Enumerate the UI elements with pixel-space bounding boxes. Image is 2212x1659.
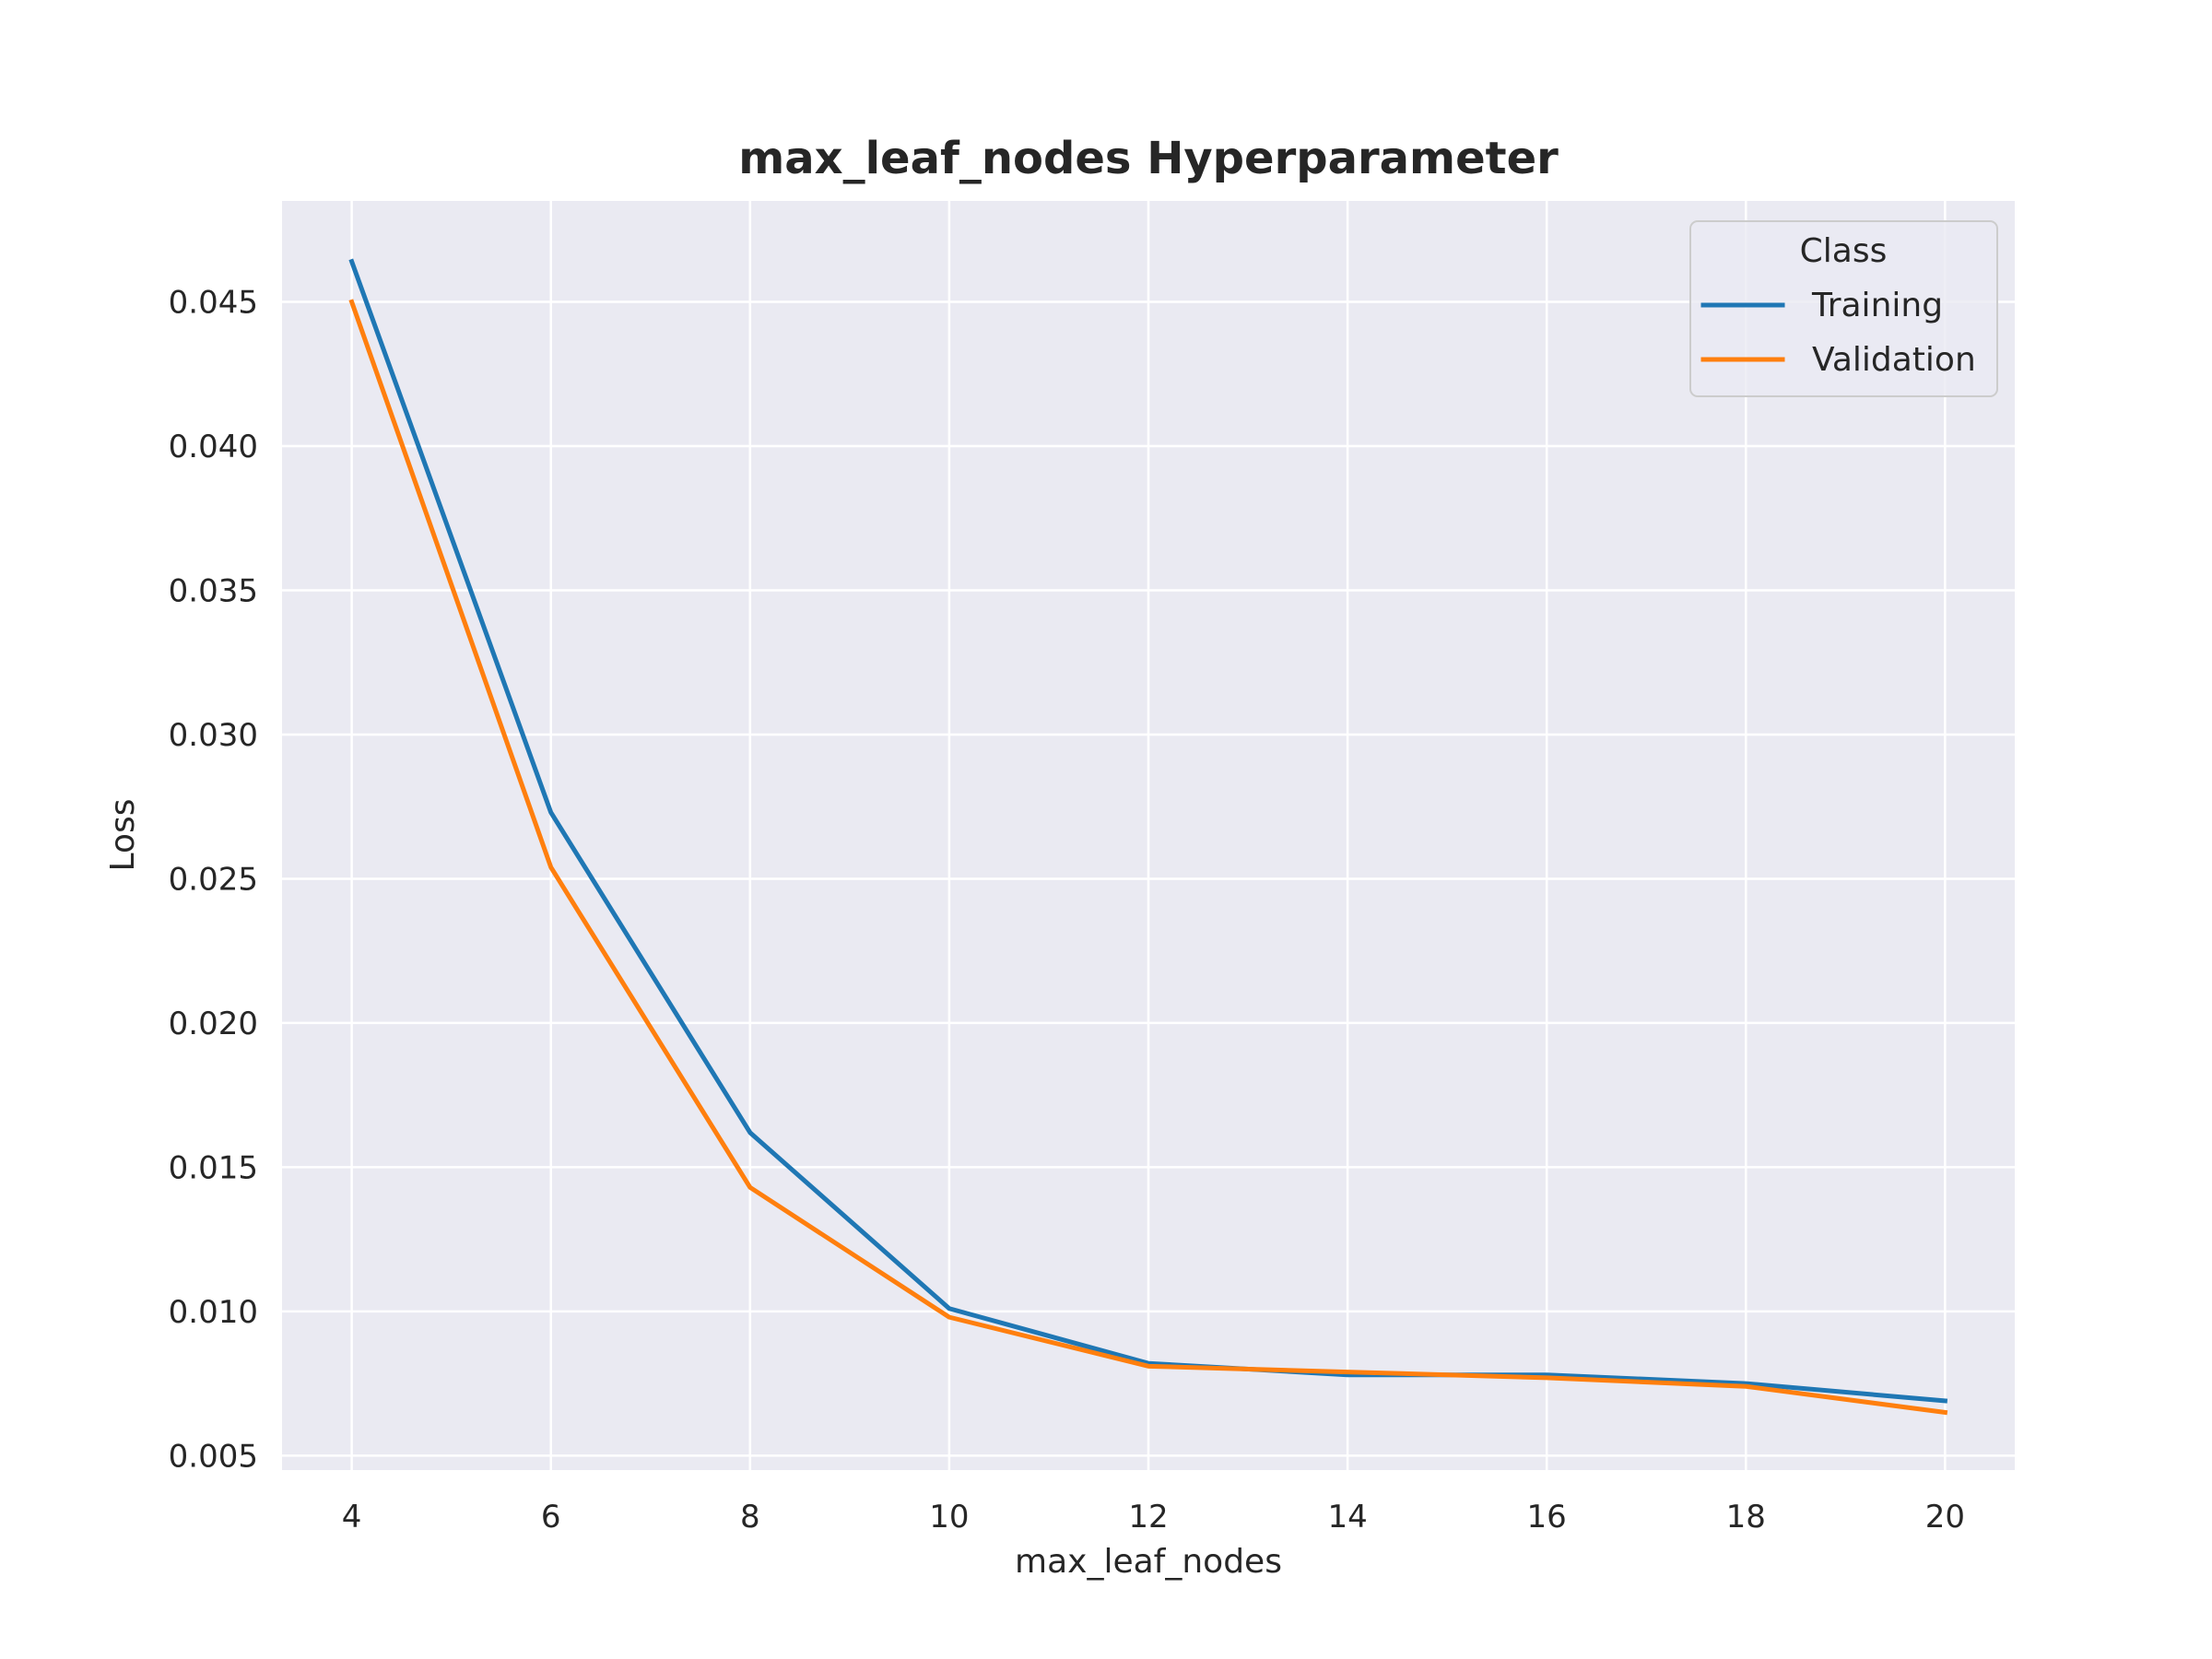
y-tick-label: 0.020: [169, 1006, 258, 1042]
y-tick-labels: 0.005 0.010 0.015 0.020 0.025 0.030 0.035 0.040…: [169, 285, 258, 1476]
chart-title: max_leaf_nodes Hyperparameter: [738, 133, 1559, 184]
y-tick-label: 0.045: [169, 285, 258, 322]
series-line-validation: [348, 299, 1948, 1416]
x-tick-label: 16: [1527, 1499, 1567, 1535]
y-tick-label: 0.005: [169, 1438, 258, 1475]
y-tick-label: 0.035: [169, 572, 258, 609]
x-tick-label: 12: [1128, 1499, 1168, 1535]
y-tick-label: 0.040: [169, 429, 258, 465]
x-gridlines: [350, 201, 1947, 1470]
legend-box: [1689, 220, 1998, 397]
x-tick-label: 4: [342, 1499, 362, 1535]
legend-label-validation: Validation: [1812, 341, 1976, 379]
x-tick-labels: 4 6 8 10 12 14 16 18 20: [342, 1499, 1965, 1535]
y-tick-label: 0.025: [169, 861, 258, 898]
y-tick-label: 0.015: [169, 1149, 258, 1186]
series-line-training: [348, 258, 1948, 1404]
x-tick-label: 10: [929, 1499, 969, 1535]
legend: Class Training Validation: [1689, 220, 1998, 397]
x-tick-label: 8: [740, 1499, 760, 1535]
x-tick-label: 18: [1726, 1499, 1766, 1535]
y-gridlines: [282, 300, 2015, 1457]
legend-label-training: Training: [1811, 287, 1943, 324]
x-tick-label: 14: [1327, 1499, 1367, 1535]
x-axis-label: max_leaf_nodes: [1015, 1543, 1282, 1581]
y-tick-label: 0.030: [169, 717, 258, 754]
x-tick-label: 6: [541, 1499, 561, 1535]
series-lines: [348, 258, 1948, 1416]
y-axis-label: Loss: [104, 799, 142, 872]
legend-title: Class: [1800, 232, 1888, 270]
x-tick-label: 20: [1925, 1499, 1965, 1535]
y-tick-label: 0.010: [169, 1294, 258, 1331]
